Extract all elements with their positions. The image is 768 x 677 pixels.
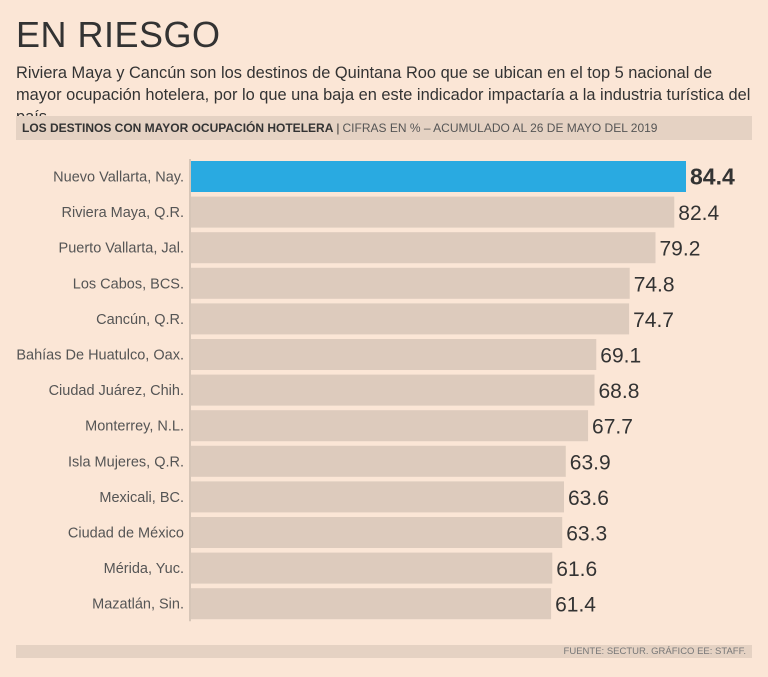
chart-header: LOS DESTINOS CON MAYOR OCUPACIÓN HOTELER…	[16, 116, 752, 140]
bar	[191, 196, 675, 228]
category-label: Riviera Maya, Q.R.	[62, 205, 184, 221]
category-label: Ciudad de México	[68, 526, 184, 542]
page-title: EN RIESGO	[16, 14, 221, 55]
category-label: Mazatlán, Sin.	[92, 597, 184, 613]
value-label: 63.9	[570, 451, 611, 474]
value-label: 63.6	[568, 487, 609, 510]
value-label: 84.4	[690, 164, 735, 190]
bar	[191, 303, 630, 335]
category-label: Puerto Vallarta, Jal.	[59, 241, 184, 257]
category-label: Mexicali, BC.	[99, 490, 184, 506]
category-label: Isla Mujeres, Q.R.	[68, 454, 184, 470]
bar	[191, 232, 656, 264]
source-credit: FUENTE: SECTUR. GRÁFICO EE: STAFF.	[563, 646, 746, 657]
category-label: Bahías De Huatulco, Oax.	[16, 348, 184, 364]
value-label: 74.8	[634, 273, 675, 296]
subtitle: Riviera Maya y Cancún son los destinos d…	[16, 64, 751, 126]
category-label: Mérida, Yuc.	[104, 561, 184, 577]
bar	[191, 161, 686, 192]
category-label: Cancún, Q.R.	[96, 312, 184, 328]
bar	[191, 588, 552, 620]
category-label: Monterrey, N.L.	[85, 419, 184, 435]
value-label: 69.1	[600, 345, 641, 368]
chart-title: LOS DESTINOS CON MAYOR OCUPACIÓN HOTELER…	[22, 121, 334, 135]
value-label: 63.3	[566, 523, 607, 546]
value-label: 68.8	[599, 380, 640, 403]
bar	[191, 339, 597, 370]
value-label: 79.2	[660, 238, 701, 261]
bar	[191, 517, 563, 548]
bar	[191, 410, 589, 442]
value-label: 61.4	[555, 594, 596, 617]
footer: FUENTE: SECTUR. GRÁFICO EE: STAFF.	[16, 645, 752, 658]
category-label: Los Cabos, BCS.	[73, 276, 184, 292]
value-label: 82.4	[678, 202, 719, 225]
bar	[191, 374, 595, 406]
value-label: 61.6	[556, 558, 597, 581]
bar	[191, 481, 565, 513]
bar	[191, 445, 566, 477]
chart-units: CIFRAS EN % – ACUMULADO AL 26 DE MAYO DE…	[342, 121, 658, 135]
category-label: Ciudad Juárez, Chih.	[49, 383, 184, 399]
value-label: 74.7	[633, 309, 674, 332]
bar	[191, 552, 553, 584]
bar	[191, 267, 630, 299]
category-label: Nuevo Vallarta, Nay.	[53, 170, 184, 186]
value-label: 67.7	[592, 416, 633, 439]
header-separator: |	[336, 121, 340, 135]
